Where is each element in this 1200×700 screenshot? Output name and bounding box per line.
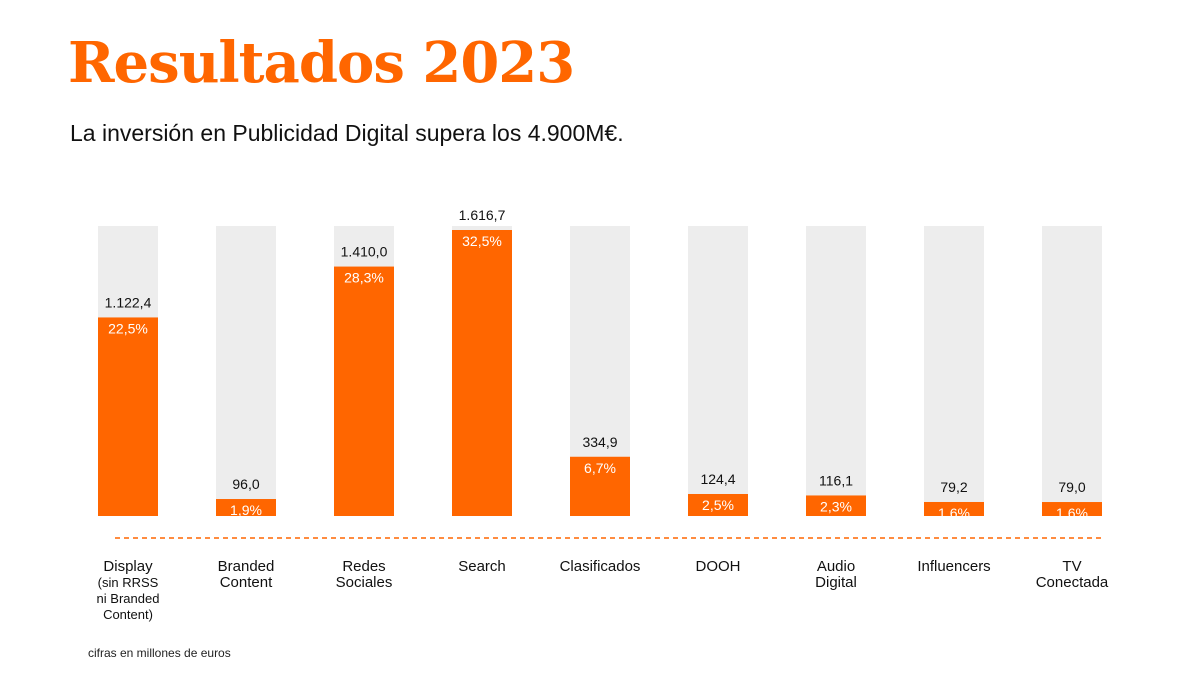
bar bbox=[452, 230, 512, 516]
bar-track bbox=[924, 226, 984, 516]
bar-share-label: 1,6% bbox=[1056, 505, 1088, 521]
category-label: Redes bbox=[342, 558, 385, 575]
bar-share-label: 6,7% bbox=[584, 460, 616, 476]
bar bbox=[98, 317, 158, 516]
bar bbox=[334, 266, 394, 516]
units-footnote: cifras en millones de euros bbox=[88, 646, 231, 660]
category-label: (sin RRSS bbox=[98, 575, 159, 590]
bar-share-label: 22,5% bbox=[108, 320, 148, 336]
bar bbox=[688, 493, 748, 516]
bar-value-label: 96,0 bbox=[232, 476, 259, 492]
bar-value-label: 334,9 bbox=[582, 434, 617, 450]
bar bbox=[924, 501, 984, 516]
category-label: TV bbox=[1062, 558, 1081, 575]
bar bbox=[570, 456, 630, 516]
category-label: Digital bbox=[815, 574, 857, 591]
category-label: Clasificados bbox=[560, 558, 641, 575]
category-label: Branded bbox=[218, 558, 275, 575]
category-label: ni Branded bbox=[97, 591, 160, 606]
bar-value-label: 1.616,7 bbox=[459, 207, 506, 223]
bar-track bbox=[216, 226, 276, 516]
category-label: Search bbox=[458, 558, 506, 575]
bar-share-label: 28,3% bbox=[344, 270, 384, 286]
bar-value-label: 116,1 bbox=[819, 472, 853, 488]
bar-share-label: 1,9% bbox=[230, 502, 262, 518]
category-label: Sociales bbox=[336, 574, 393, 591]
category-label: Influencers bbox=[917, 558, 990, 575]
category-label: Content) bbox=[103, 607, 153, 622]
bar-value-label: 79,0 bbox=[1058, 479, 1085, 495]
bar bbox=[216, 499, 276, 516]
category-label: Conectada bbox=[1036, 574, 1109, 591]
bar-share-label: 32,5% bbox=[462, 233, 502, 249]
bar-value-label: 79,2 bbox=[940, 479, 967, 495]
page-title: Resultados 2023 bbox=[68, 30, 575, 96]
bar bbox=[806, 495, 866, 516]
category-label: DOOH bbox=[696, 558, 741, 575]
bar-value-label: 1.122,4 bbox=[105, 294, 152, 310]
category-label: Content bbox=[220, 574, 273, 591]
bar-value-label: 124,4 bbox=[700, 471, 735, 487]
category-label: Display bbox=[103, 558, 153, 575]
bar-share-label: 1,6% bbox=[938, 505, 970, 521]
bar-share-label: 2,5% bbox=[702, 497, 734, 513]
bar bbox=[1042, 502, 1102, 516]
category-label: Audio bbox=[817, 558, 855, 575]
page-subtitle: La inversión en Publicidad Digital super… bbox=[70, 120, 624, 146]
bar-track bbox=[806, 226, 866, 516]
bar-track bbox=[1042, 226, 1102, 516]
bar-track bbox=[688, 226, 748, 516]
bar-share-label: 2,3% bbox=[820, 498, 852, 514]
bar-value-label: 1.410,0 bbox=[341, 244, 388, 260]
